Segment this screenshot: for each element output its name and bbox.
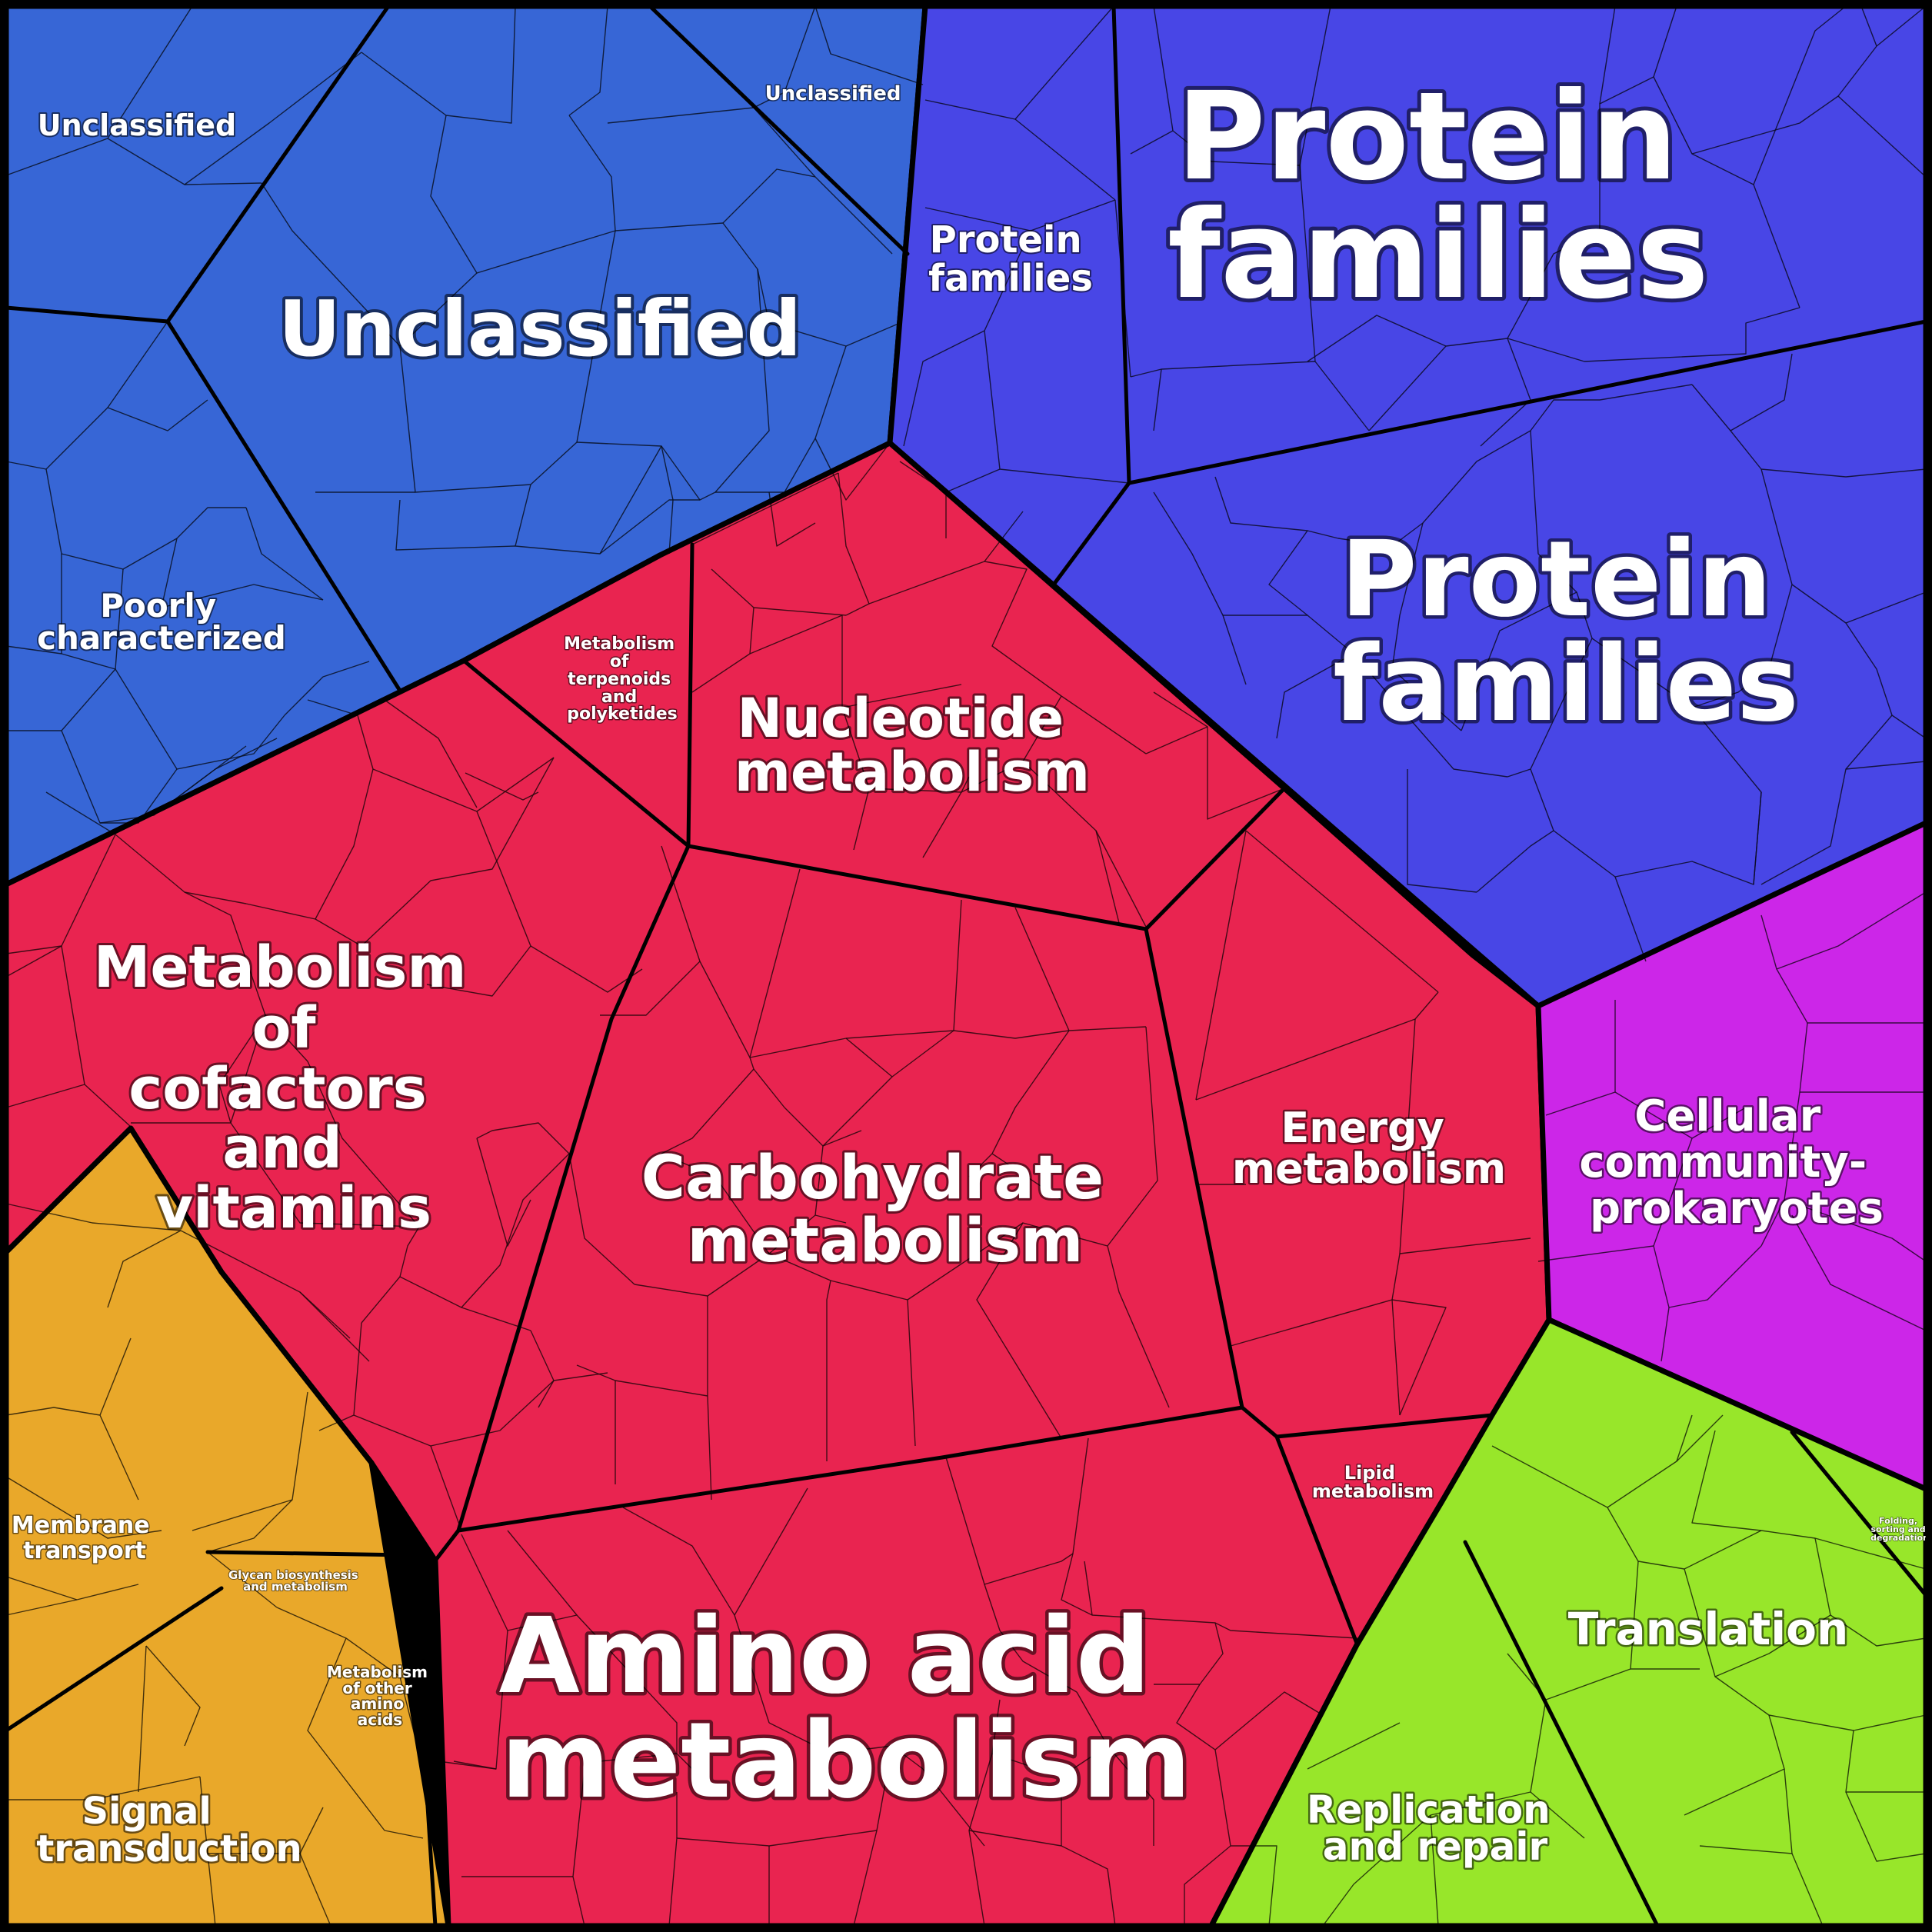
fine-cells xyxy=(5,5,1927,1927)
border-cofactors-right xyxy=(433,844,691,1563)
border-other-amino xyxy=(409,1553,438,1928)
border-replication xyxy=(1463,1540,1660,1928)
label-glycan: Glycan biosynthesis and metabolism xyxy=(228,1568,362,1594)
border-terpenoids xyxy=(461,658,691,848)
label-nucleotide-metabolism: Nucleotide metabolism xyxy=(734,687,1090,804)
border-translation-folding xyxy=(1790,1430,1928,1597)
labels: Unclassified Unclassified Unclassified P… xyxy=(10,62,1929,1873)
label-amino-acid-metabolism: Amino acid metabolism xyxy=(499,1596,1191,1822)
subcategory-borders xyxy=(4,4,1928,1928)
label-protein-families-large-1: Protein families xyxy=(1168,66,1720,326)
label-cofactors-vitamins: Metabolism of cofactors and vitamins xyxy=(94,934,487,1241)
label-poorly-characterized: Poorly characterized xyxy=(37,587,286,657)
border-unclassified-right xyxy=(648,4,910,256)
border-carbohydrate-right xyxy=(1144,927,1244,1410)
label-other-amino-acids: Metabolism of other amino acids xyxy=(327,1663,433,1729)
label-membrane-transport: Membrane transport xyxy=(12,1512,158,1564)
border-carbohydrate-bottom xyxy=(456,1405,1244,1533)
label-carbohydrate-metabolism: Carbohydrate metabolism xyxy=(641,1144,1124,1276)
border-terpenoids-right xyxy=(686,542,695,848)
label-lipid-metabolism: Lipid metabolism xyxy=(1312,1462,1434,1502)
label-energy-metabolism: Energy metabolism xyxy=(1232,1104,1506,1193)
border-membrane xyxy=(4,1586,224,1733)
label-unclassified-large: Unclassified xyxy=(278,284,801,374)
border-lipid-left xyxy=(1274,1434,1360,1647)
label-unclassified-small-2: Unclassified xyxy=(765,82,901,105)
border-unclassified-lower xyxy=(165,319,402,693)
label-protein-families-large-2: Protein families xyxy=(1333,519,1808,745)
label-replication-repair: Replication and repair xyxy=(1307,1787,1564,1869)
label-folding: Folding, sorting and degradation xyxy=(1870,1516,1929,1543)
label-protein-families-small: Protein families xyxy=(928,218,1094,300)
label-metabolism-terpenoids: Metabolism of terpenoids and polyketides xyxy=(564,635,681,724)
label-unclassified-small-1: Unclassified xyxy=(38,108,237,142)
label-translation: Translation xyxy=(1568,1603,1849,1655)
label-cellular-community: Cellular community- prokaryotes xyxy=(1579,1091,1884,1234)
category-regions xyxy=(3,3,1929,1929)
label-signal-transduction: Signal transduction xyxy=(36,1790,301,1870)
